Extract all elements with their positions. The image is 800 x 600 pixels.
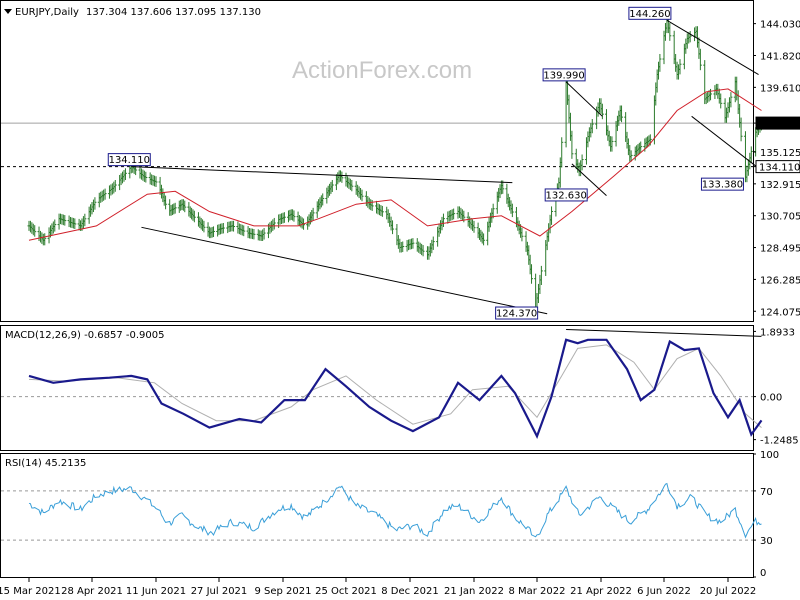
x-tick-label: 21 Jan 2022 <box>444 586 504 597</box>
rsi-y-tick-label: 0 <box>760 568 766 579</box>
x-tick-label: 28 Apr 2021 <box>61 586 123 597</box>
price-annotation: 134.110 <box>107 153 151 167</box>
rsi-series <box>28 482 762 539</box>
x-axis: 15 Mar 2021 28 Apr 2021 11 Jun 2021 27 Jul … <box>0 578 756 597</box>
x-tick-label: 6 Jun 2022 <box>637 586 691 597</box>
price-annotation: 133.380 <box>700 177 744 191</box>
price-annotation-label: 133.380 <box>702 180 743 191</box>
rsi-title: RSI(14) 45.2135 <box>5 458 86 469</box>
macd-panel: 1.8933 0.00 -1.2485 <box>1 327 799 447</box>
price-annotation-box <box>700 177 744 191</box>
price-y-tick-label: 135.125 <box>760 148 800 159</box>
x-tick-label: 21 Apr 2022 <box>570 586 632 597</box>
x-tick-label: 15 Mar 2021 <box>0 586 61 597</box>
price-annotation-box <box>542 68 586 82</box>
price-candles <box>27 15 763 313</box>
rsi-panel-frame <box>0 453 754 578</box>
price-y-tick-label: 126.285 <box>760 275 800 286</box>
price-annotation-box <box>544 188 588 202</box>
price-annotation-box <box>628 6 672 20</box>
price-y-tick-label: 137.130 <box>759 119 800 130</box>
macd-panel-frame <box>0 325 754 451</box>
ohlc-values: 137.304 137.606 137.095 137.130 <box>86 7 261 18</box>
current-price-tag <box>755 116 800 130</box>
price-annotation-label: 139.990 <box>543 70 584 81</box>
rsi-panel: 100 70 30 0 <box>1 450 779 579</box>
price-y-tick-label: 128.495 <box>760 244 800 255</box>
macd-title: MACD(12,26,9) -0.6857 -0.9005 <box>5 330 165 341</box>
x-tick-label: 9 Sep 2021 <box>254 586 311 597</box>
macd-y-tick-label: 1.8933 <box>760 327 795 338</box>
price-y-tick-label: 134.110 <box>759 163 800 174</box>
x-tick-label: 8 Mar 2022 <box>508 586 565 597</box>
macd-line <box>28 338 763 439</box>
macd-y-tick-label: -1.2485 <box>760 436 799 447</box>
price-annotation: 132.630 <box>544 188 588 202</box>
price-annotation-label: 134.110 <box>109 155 150 166</box>
price-annotation-box <box>495 306 539 320</box>
price-y-tick-label: 144.030 <box>760 20 800 31</box>
trendline <box>131 166 513 184</box>
price-y-tick-label: 124.075 <box>760 307 800 318</box>
price-annotation-label: 132.630 <box>546 190 587 201</box>
triangle-down-icon[interactable] <box>4 9 12 14</box>
macd-trendline <box>566 328 762 337</box>
price-annotation: 139.990 <box>542 68 586 82</box>
price-annotation-label: 144.260 <box>629 9 670 20</box>
trendline <box>571 163 607 196</box>
watermark: ActionForex.com <box>292 57 472 84</box>
price-y-tick-label: 139.610 <box>760 83 800 94</box>
price-panel-frame <box>0 0 754 322</box>
price-panel: 134.110 139.990 132.630 144.260 133.380 124.3… <box>1 6 800 320</box>
x-tick-label: 27 Jul 2021 <box>191 586 248 597</box>
rsi-line <box>28 482 762 539</box>
rsi-y-tick-label: 30 <box>760 536 773 547</box>
price-y-tick-label: 141.820 <box>760 51 800 62</box>
x-tick-label: 11 Jun 2021 <box>126 586 186 597</box>
price-y-tick-label: 132.915 <box>760 180 800 191</box>
x-tick-label: 25 Oct 2021 <box>315 586 377 597</box>
price-annotation: 124.370 <box>495 306 539 320</box>
trendline <box>691 115 759 169</box>
moving-average-line <box>28 88 762 241</box>
trendline <box>666 19 759 75</box>
price-annotation-box <box>107 153 151 167</box>
macd-signal-line <box>28 344 762 428</box>
price-y-tick-label: 130.705 <box>760 212 800 223</box>
level-price-tag <box>755 160 800 174</box>
price-annotation-label: 124.370 <box>496 309 537 320</box>
macd-y-tick-label: 0.00 <box>760 393 782 404</box>
x-tick-label: 20 Jul 2022 <box>700 586 757 597</box>
trendline <box>141 226 548 315</box>
symbol-label: EURJPY,Daily <box>15 7 79 18</box>
x-tick-label: 8 Dec 2021 <box>381 586 439 597</box>
trendline <box>565 81 603 117</box>
price-annotation: 144.260 <box>628 6 672 20</box>
rsi-y-tick-label: 100 <box>760 450 779 461</box>
rsi-y-tick-label: 70 <box>760 487 773 498</box>
